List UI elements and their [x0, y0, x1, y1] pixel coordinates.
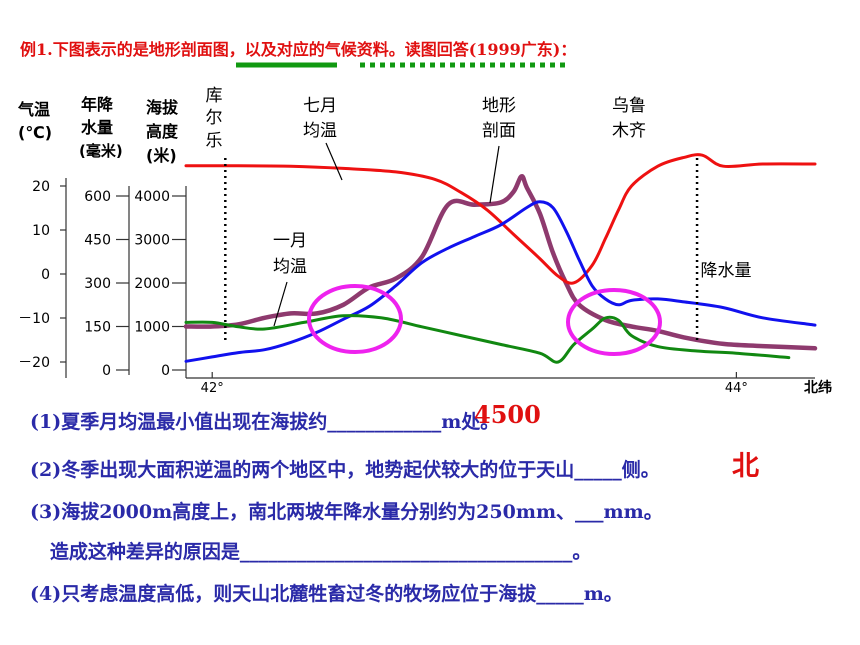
- annotation-jan-label-line1: 均温: [273, 257, 307, 277]
- annotation-urumqi-line1: 木齐: [612, 121, 646, 141]
- precip-axis-title-3: (毫米): [79, 142, 123, 160]
- answer-2: 北: [732, 451, 759, 482]
- elev-tick-label: 0: [161, 363, 170, 379]
- elev-tick-label: 3000: [134, 233, 170, 249]
- x-tick-label: 44°: [725, 381, 748, 396]
- temp-tick-label: 10: [32, 223, 50, 239]
- precip-tick-label: 600: [84, 189, 111, 205]
- x-axis-label: 北纬: [804, 379, 832, 396]
- leader-july: [325, 142, 343, 181]
- example-header: 例1.下图表示的是地形剖面图，以及对应的气候资料。读图回答(1999广东)：: [20, 40, 577, 59]
- climate-profile-chart: 气温 (℃) 年降 水量 (毫米) 海拔 高度 (米) 20 10 0 －10 －20 6…: [17, 62, 832, 396]
- temp-tick-label: －20: [18, 355, 50, 371]
- axes: [65, 178, 815, 379]
- precip-tick-label: 0: [102, 363, 111, 379]
- elev-tick-label: 2000: [134, 276, 170, 292]
- annotation-kuerle-line0: 库: [206, 86, 223, 106]
- annotation-kuerle-line2: 乐: [206, 131, 223, 151]
- elev-axis-title-2: 高度: [146, 122, 179, 141]
- temp-tick-label: 0: [41, 267, 50, 283]
- elev-axis-title-3: (米): [146, 146, 177, 165]
- annotation-july-label-line0: 七月: [303, 96, 337, 116]
- temp-tick-label: －10: [18, 311, 50, 327]
- ticks: 20 10 0 －10 －20 600 450 300 150 0 4000 3000 2000 1000…: [18, 179, 832, 396]
- x-tick-label: 42°: [201, 381, 224, 396]
- temp-axis-title-1: 气温: [17, 100, 50, 119]
- series: [183, 153, 818, 364]
- precip-tick-label: 150: [84, 320, 111, 336]
- elev-tick-label: 1000: [134, 320, 170, 336]
- highlight-circle-south: [307, 284, 403, 354]
- axis-titles: 气温 (℃) 年降 水量 (毫米) 海拔 高度 (米): [17, 95, 179, 165]
- annotation-jan-label-line0: 一月: [273, 231, 307, 251]
- precip-axis-title-2: 水量: [81, 118, 113, 137]
- precip-axis-title-1: 年降: [81, 95, 114, 114]
- question-4: (4)只考虑温度高低，则天山北麓牲畜过冬的牧场应位于海拔_____m。: [30, 583, 623, 605]
- temp-axis-title-2: (℃): [18, 123, 52, 142]
- annotation-profile-label-line1: 剖面: [482, 121, 516, 141]
- july-temp-line: [184, 153, 817, 285]
- question-2: (2)冬季出现大面积逆温的两个地区中，地势起伏较大的位于天山_____侧。: [30, 459, 660, 481]
- leader-january: [273, 281, 288, 327]
- leader-profile: [489, 145, 500, 204]
- precip-tick-label: 450: [84, 233, 111, 249]
- terrain-profile-line: [183, 174, 818, 351]
- annotation-precip-label-line0: 降水量: [701, 261, 752, 281]
- temp-tick-label: 20: [32, 179, 50, 195]
- elev-axis-title-1: 海拔: [146, 98, 179, 117]
- location-markers: [224, 158, 699, 342]
- answer-1: 4500: [474, 400, 541, 429]
- elev-tick-label: 4000: [134, 189, 170, 205]
- question-3-reason: 造成这种差异的原因是______________________________…: [30, 541, 592, 563]
- annotation-kuerle-line1: 尔: [206, 108, 223, 128]
- annotation-july-label-line1: 均温: [303, 121, 337, 141]
- precipitation-line: [184, 200, 817, 363]
- highlight-circle-north: [566, 288, 662, 356]
- precip-tick-label: 300: [84, 276, 111, 292]
- question-1: (1)夏季月均温最小值出现在海拔约____________m处。: [30, 411, 500, 433]
- annotation-urumqi-line0: 乌鲁: [612, 96, 646, 116]
- question-3: (3)海拔2000m高度上，南北两坡年降水量分别约为250mm、___mm。: [30, 501, 663, 523]
- annotation-profile-label-line0: 地形: [482, 96, 516, 116]
